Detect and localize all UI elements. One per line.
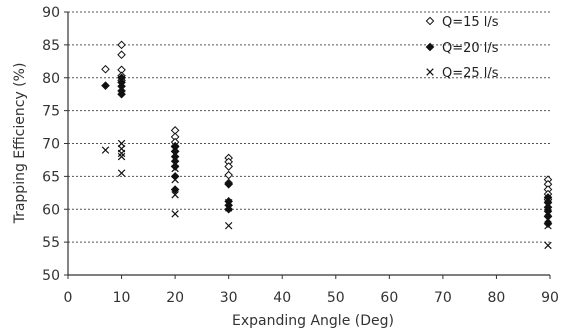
data-point-series-3 — [117, 152, 126, 161]
x-marker-stroke — [171, 191, 179, 199]
x-tick-label: 50 — [327, 290, 345, 306]
x-marker-stroke — [544, 241, 552, 250]
y-tick-label: 90 — [42, 5, 60, 21]
x-tick-label: 70 — [434, 290, 452, 306]
y-tick-label: 50 — [42, 268, 60, 284]
data-point-series-3 — [544, 200, 552, 208]
gridlines — [68, 11, 550, 243]
data-point-series-3 — [224, 204, 233, 212]
legend-marker-series-2 — [425, 42, 435, 52]
data-point-series-2 — [224, 179, 233, 189]
x-marker-stroke — [117, 139, 126, 148]
data-point-series-2 — [117, 89, 126, 99]
data-point-series-1 — [117, 40, 126, 50]
y-tick-labels: 50 55 60 65 70 75 80 85 90 — [42, 5, 60, 284]
x-tick-label: 0 — [64, 290, 73, 306]
data-point-series-3 — [171, 175, 179, 184]
data-point-series-1 — [224, 170, 233, 180]
x-marker-stroke — [544, 208, 552, 217]
legend-label: Q=15 l/s — [442, 15, 499, 30]
data-point-series-2 — [170, 185, 180, 194]
x-marker-stroke — [224, 204, 233, 212]
data-point-series-1 — [101, 64, 110, 74]
data-point-series-3 — [171, 210, 179, 218]
data-point-series-3 — [544, 208, 552, 217]
data-point-series-1 — [117, 50, 126, 60]
x-marker-stroke — [101, 146, 110, 154]
data-point-series-3 — [117, 169, 126, 177]
x-tick-labels: 0 10 20 30 40 50 60 70 80 90 — [64, 290, 559, 306]
x-axis-title: Expanding Angle (Deg) — [232, 313, 394, 329]
data-point-series-3 — [117, 149, 126, 158]
data-point-series-3 — [544, 221, 552, 230]
x-marker-stroke — [224, 198, 233, 207]
data-point-series-3 — [101, 146, 110, 154]
x-tick-label: 90 — [541, 290, 559, 306]
data-point-series-3 — [224, 221, 233, 230]
x-marker-stroke — [171, 175, 179, 184]
x-tick-label: 30 — [220, 290, 238, 306]
y-tick-label: 70 — [42, 137, 60, 153]
x-marker-stroke — [171, 210, 179, 218]
x-marker-stroke — [224, 221, 233, 230]
x-tick-label: 60 — [380, 290, 398, 306]
y-axis-title: Trapping Efficiency (%) — [12, 63, 28, 225]
x-marker-stroke — [171, 164, 179, 173]
y-tick-label: 60 — [42, 202, 60, 218]
data-points — [101, 40, 553, 250]
legend-label: Q=20 l/s — [442, 41, 499, 56]
data-point-series-3 — [544, 241, 552, 250]
x-tick-label: 20 — [166, 290, 184, 306]
x-marker-stroke — [544, 215, 552, 223]
data-point-series-1 — [224, 162, 233, 171]
x-tick-label: 80 — [488, 290, 506, 306]
data-point-series-3 — [117, 139, 126, 148]
axes — [64, 11, 551, 279]
x-tick-label: 10 — [113, 290, 131, 306]
x-marker-stroke — [426, 68, 434, 76]
data-point-series-2 — [224, 204, 233, 214]
data-point-series-3 — [224, 198, 233, 207]
legend-marker-series-3 — [426, 68, 434, 76]
x-marker-stroke — [117, 149, 126, 158]
x-tick-label: 40 — [273, 290, 291, 306]
y-tick-label: 55 — [42, 235, 60, 251]
y-tick-label: 80 — [42, 71, 60, 87]
x-marker-stroke — [117, 169, 126, 177]
y-tick-label: 75 — [42, 104, 60, 120]
data-point-series-3 — [544, 215, 552, 223]
y-tick-label: 65 — [42, 169, 60, 185]
data-point-series-3 — [171, 164, 179, 173]
x-marker-stroke — [544, 200, 552, 208]
legend: Q=15 l/s Q=20 l/s Q=25 l/s — [425, 15, 499, 81]
legend-label: Q=25 l/s — [442, 66, 499, 81]
data-point-series-3 — [171, 191, 179, 199]
legend-marker-series-1 — [425, 16, 435, 26]
x-marker-stroke — [117, 152, 126, 161]
y-tick-label: 85 — [42, 38, 60, 54]
x-marker-stroke — [544, 221, 552, 230]
data-point-series-2 — [101, 81, 110, 90]
